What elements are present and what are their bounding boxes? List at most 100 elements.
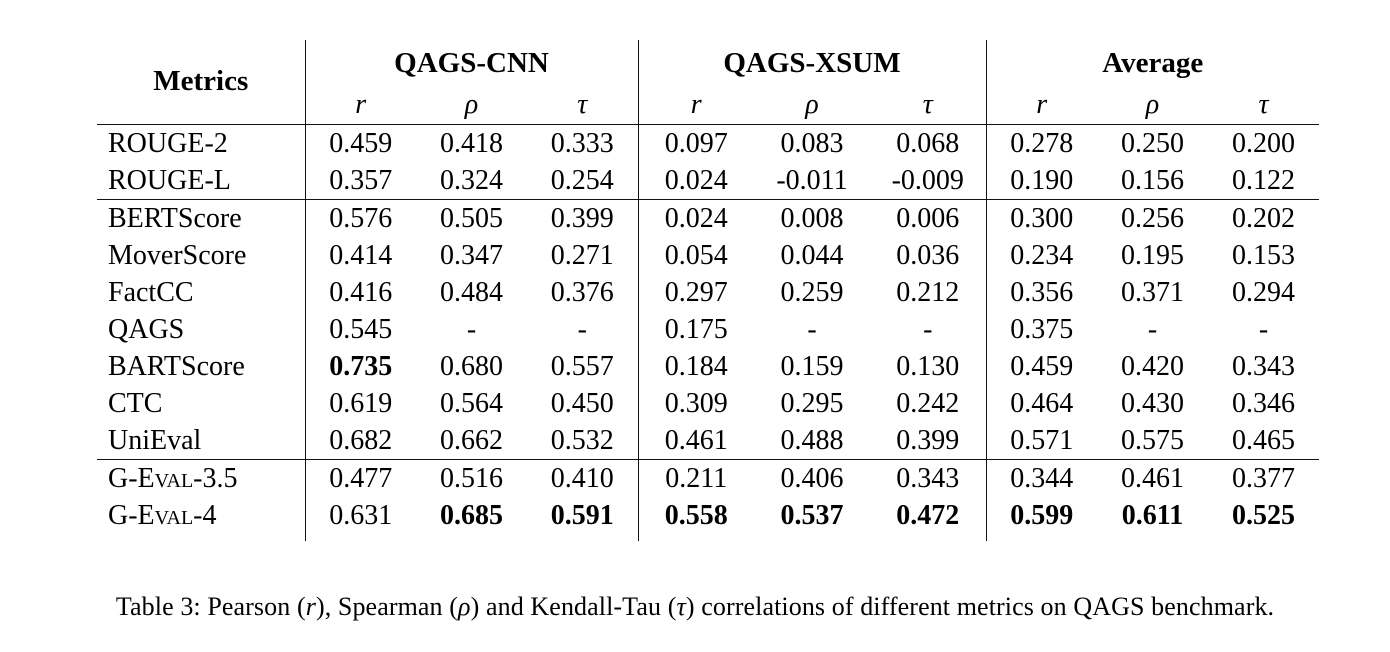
value-cell: 0.685 [440,499,503,531]
value-cell: 0.532 [527,421,638,460]
results-table-container: Metrics QAGS-CNN QAGS-XSUM Average r ρ τ… [97,40,1319,541]
value-cell: 0.537 [780,499,844,531]
value-cell: 0.461 [637,421,754,460]
value-cell: 0.347 [440,239,503,271]
metric-name-cell: UniEval [97,421,305,460]
subheader-pearson: r [304,86,416,125]
value-cell: 0.202 [1232,202,1295,234]
value-cell: 0.558 [637,496,754,541]
value-cell: 0.344 [985,459,1097,497]
table-body: ROUGE-2 0.459 0.418 0.333 0.097 0.083 0.068 0.2… [97,124,1319,541]
value-cell: - [807,313,817,345]
value-cell: 0.488 [754,421,870,460]
value-cell: 0.024 [637,199,754,237]
group-header-qags-cnn: QAGS-CNN [304,40,638,86]
subheader-kendall: τ [1208,86,1319,125]
metric-name-cell: ROUGE-L [97,161,305,200]
value-cell: 0.357 [304,161,416,200]
value-cell: 0.465 [1208,421,1319,460]
value-cell: 0.376 [550,276,614,308]
value-cell: 0.575 [1097,421,1208,460]
value-cell: 0.430 [1121,387,1184,419]
metric-name-cell: BARTScore [108,350,245,382]
value-cell: 0.371 [1121,276,1184,308]
value-cell: 0.271 [550,239,614,271]
value-cell: 0.662 [416,421,527,460]
correlation-table: Metrics QAGS-CNN QAGS-XSUM Average r ρ τ… [97,40,1319,541]
value-cell: 0.576 [304,199,416,237]
metric-name-cell: G-Eval-4 [108,499,217,531]
value-cell: 0.234 [985,236,1097,274]
value-cell: 0.324 [416,161,527,200]
value-cell: 0.414 [304,236,416,274]
value-cell: 0.459 [304,124,416,162]
value-cell: 0.525 [1232,499,1295,531]
value-cell: 0.472 [896,499,960,531]
subheader-spearman: ρ [416,86,527,125]
value-cell: 0.477 [304,459,416,497]
table-row: ROUGE-2 0.459 0.418 0.333 0.097 0.083 0.068 0.2… [97,124,1319,162]
value-cell: - [1258,313,1269,345]
table-row: G-Eval-4 0.631 0.685 0.591 0.558 0.537 0.472 0.… [97,496,1319,541]
value-cell: 0.278 [985,124,1097,162]
value-cell: 0.399 [550,202,614,234]
value-cell: 0.450 [550,387,614,419]
group-header-qags-xsum: QAGS-XSUM [637,40,986,86]
table-row: MoverScore 0.414 0.347 0.271 0.054 0.044 0.036… [97,236,1319,274]
table-header: Metrics QAGS-CNN QAGS-XSUM Average r ρ τ… [97,40,1319,125]
value-cell: 0.557 [550,350,614,382]
caption-math-r: r [305,592,316,621]
value-cell: 0.006 [896,202,960,234]
caption-text: ) and Kendall-Tau ( [470,592,677,621]
table-caption: Table 3: Pearson (r), Spearman (ρ) and K… [0,592,1390,622]
table-row: QAGS 0.545 - - 0.175 - - 0.375 - - [97,310,1319,348]
value-cell: 0.377 [1232,462,1295,494]
caption-math-rho: ρ [458,592,471,621]
metric-name-cell: G-Eval-3.5 [108,462,238,494]
value-cell: - [1147,313,1158,345]
subheader-pearson: r [637,86,754,125]
value-cell: - [577,313,587,345]
value-cell: 0.611 [1121,499,1184,531]
value-cell: - [923,313,933,345]
value-cell: 0.599 [985,496,1097,541]
value-cell: 0.461 [1121,462,1184,494]
value-cell: 0.211 [637,459,754,497]
subheader-row: r ρ τ r ρ τ r ρ τ [97,86,1319,125]
value-cell: 0.300 [985,199,1097,237]
metric-name-cell: QAGS [108,313,185,345]
table-row: BARTScore 0.735 0.680 0.557 0.184 0.159 0.130 0… [97,347,1319,385]
value-cell: 0.068 [896,127,960,159]
value-cell: 0.346 [1232,387,1295,419]
value-cell: 0.545 [304,310,416,348]
value-cell: -0.009 [870,161,986,200]
value-cell: 0.122 [1208,161,1319,200]
value-cell: 0.259 [780,276,844,308]
value-cell: 0.735 [304,347,416,385]
caption-text: Table 3: Pearson ( [115,592,306,621]
metric-name-cell: CTC [108,387,163,419]
value-cell: 0.153 [1232,239,1295,271]
value-cell: 0.256 [1121,202,1184,234]
value-cell: 0.008 [780,202,844,234]
subheader-kendall: τ [870,86,986,125]
table-row: BERTScore 0.576 0.505 0.399 0.024 0.008 0.006 0… [97,199,1319,237]
metric-name-cell: BERTScore [108,202,242,234]
value-cell: 0.250 [1121,127,1184,159]
value-cell: 0.083 [780,127,844,159]
value-cell: 0.190 [985,161,1097,200]
value-cell: 0.295 [780,387,844,419]
value-cell: 0.130 [896,350,960,382]
caption-math-tau: τ [676,592,686,621]
value-cell: 0.571 [985,421,1097,460]
value-cell: - [466,313,477,345]
value-cell: 0.184 [637,347,754,385]
value-cell: 0.294 [1232,276,1295,308]
subheader-spearman: ρ [1097,86,1208,125]
subheader-kendall: τ [527,86,638,125]
value-cell: 0.399 [870,421,986,460]
value-cell: 0.200 [1232,127,1295,159]
value-cell: 0.309 [637,384,754,422]
value-cell: 0.156 [1097,161,1208,200]
